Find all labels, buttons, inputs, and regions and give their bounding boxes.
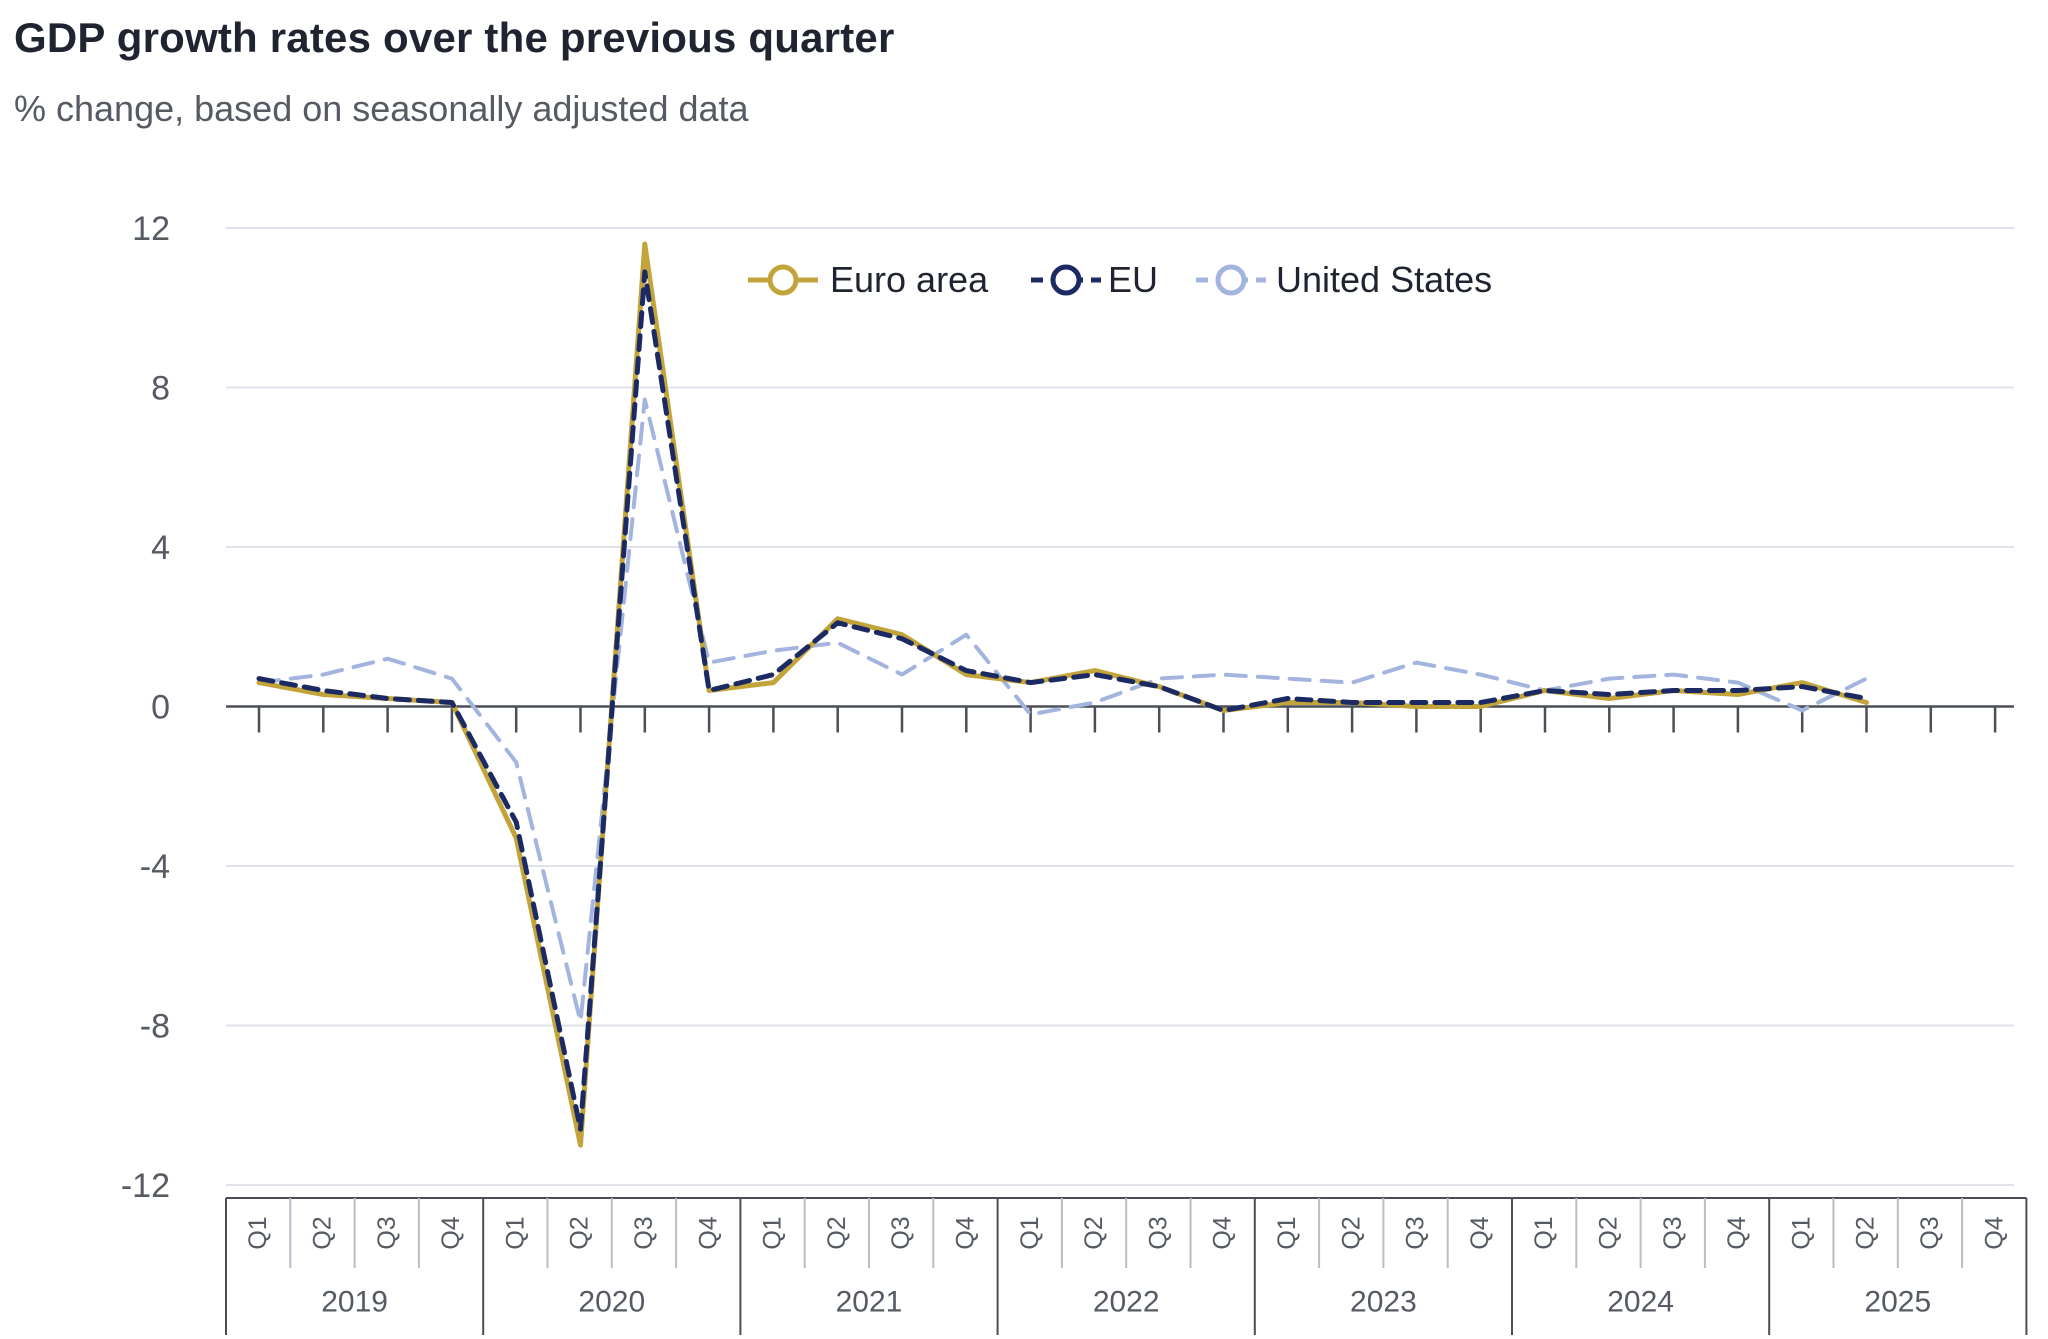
- quarter-tick-label: Q4: [1209, 1216, 1237, 1249]
- quarter-tick-label: Q2: [566, 1216, 594, 1249]
- legend-marker: [1215, 264, 1247, 296]
- quarter-tick-label: Q1: [244, 1216, 272, 1249]
- quarter-tick-label: Q3: [630, 1216, 658, 1249]
- quarter-tick-label: Q2: [308, 1216, 336, 1249]
- y-tick-label: -4: [140, 848, 170, 886]
- y-tick-label: 8: [151, 370, 170, 408]
- quarter-tick-label: Q4: [694, 1216, 722, 1249]
- y-axis: 12 8 4 0 -4 -8 -12: [121, 210, 170, 1205]
- quarter-tick-label: Q1: [1787, 1216, 1815, 1249]
- legend[interactable]: Euro area EU United States: [748, 259, 1492, 300]
- series-line-united-states: [257, 397, 1869, 1024]
- quarter-tick-label: Q3: [1144, 1216, 1172, 1249]
- legend-marker: [767, 264, 799, 296]
- y-tick-label: -8: [140, 1008, 170, 1046]
- y-tick-label: -12: [121, 1167, 170, 1205]
- legend-item-euro-area[interactable]: Euro area: [748, 259, 989, 300]
- quarter-tick-label: Q3: [373, 1216, 401, 1249]
- quarter-tick-label: Q4: [1466, 1216, 1494, 1249]
- legend-label: Euro area: [830, 259, 989, 300]
- year-tick-label: 2023: [1350, 1286, 1417, 1319]
- quarter-tick-label: Q3: [1916, 1216, 1944, 1249]
- year-tick-label: 2021: [836, 1286, 903, 1319]
- y-tick-label: 4: [151, 529, 170, 567]
- legend-item-eu[interactable]: EU: [1031, 259, 1158, 300]
- gridlines: [226, 227, 2014, 1186]
- quarter-tick-label: Q4: [951, 1216, 979, 1249]
- chart-subtitle: % change, based on seasonally adjusted d…: [14, 88, 749, 129]
- quarter-tick-label: Q1: [1016, 1216, 1044, 1249]
- year-tick-label: 2022: [1093, 1286, 1160, 1319]
- legend-label: EU: [1108, 259, 1158, 300]
- year-tick-label: 2019: [321, 1286, 388, 1319]
- legend-item-united-states[interactable]: United States: [1196, 259, 1492, 300]
- series-line-eu: [256, 269, 1869, 1132]
- legend-label: United States: [1276, 259, 1492, 300]
- quarter-tick-label: Q3: [887, 1216, 915, 1249]
- y-tick-label: 12: [132, 210, 170, 248]
- quarter-tick-label: Q1: [501, 1216, 529, 1249]
- quarter-tick-label: Q2: [1337, 1216, 1365, 1249]
- chart-title: GDP growth rates over the previous quart…: [14, 14, 895, 61]
- year-tick-label: 2025: [1864, 1286, 1931, 1319]
- quarter-tick-label: Q2: [823, 1216, 851, 1249]
- series-lines: [256, 241, 1869, 1148]
- quarter-tick-label: Q1: [1273, 1216, 1301, 1249]
- quarter-tick-label: Q4: [1723, 1216, 1751, 1249]
- quarter-tick-label: Q2: [1852, 1216, 1880, 1249]
- quarter-tick-label: Q1: [1530, 1216, 1558, 1249]
- quarter-tick-label: Q4: [1980, 1216, 2008, 1249]
- x-axis: Q1 Q2 Q3 Q4 Q1 Q2 Q3 Q4 Q1 Q2 Q3 Q4 Q1 Q2 Q3 Q4 Q1 Q2 Q3 Q4…: [225, 705, 2028, 1335]
- quarter-tick-label: Q4: [437, 1216, 465, 1249]
- y-tick-label: 0: [151, 689, 170, 727]
- quarter-tick-label: Q3: [1659, 1216, 1687, 1249]
- year-tick-label: 2024: [1607, 1286, 1674, 1319]
- quarter-tick-label: Q2: [1594, 1216, 1622, 1249]
- quarter-tick-label: Q2: [1080, 1216, 1108, 1249]
- legend-marker: [1050, 264, 1082, 296]
- year-tick-label: 2020: [578, 1286, 645, 1319]
- quarter-tick-label: Q3: [1402, 1216, 1430, 1249]
- quarter-tick-label: Q1: [759, 1216, 787, 1249]
